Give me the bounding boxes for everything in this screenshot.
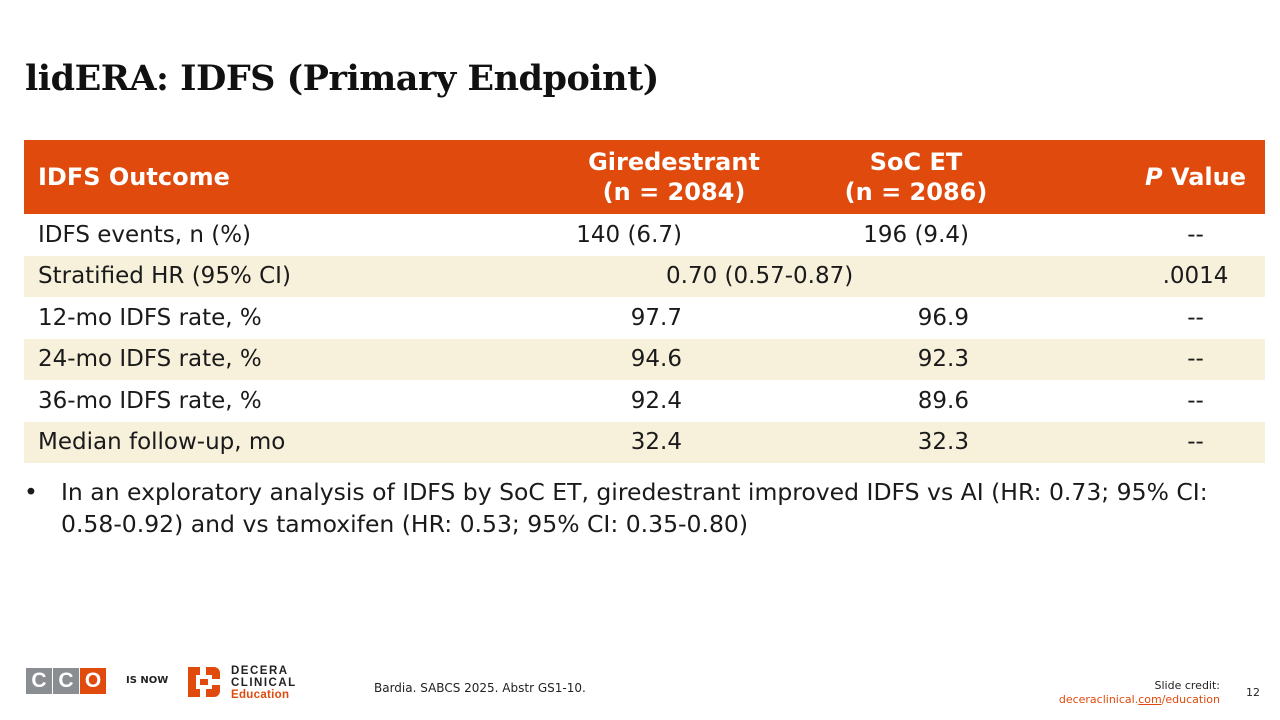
giredestrant-value: 97.7 [630, 304, 682, 331]
p-value: -- [1187, 304, 1204, 331]
header-soc-et-n: (n = 2086) [844, 178, 988, 206]
cco-letter: O [80, 668, 106, 694]
soc-et-value: 96.9 [917, 304, 969, 331]
row-label: IDFS events, n (%) [38, 221, 252, 248]
row-label: 24-mo IDFS rate, % [38, 346, 262, 373]
credit-link-part[interactable]: /education [1161, 693, 1220, 706]
header-giredestrant: Giredestrant (n = 2084) [492, 140, 766, 214]
header-p-rest: Value [1162, 163, 1246, 191]
header-idfs-outcome: IDFS Outcome [38, 163, 230, 191]
table-row: IDFS events, n (%) 140 (6.7) 196 (9.4) -… [24, 214, 1265, 256]
decera-logo-icon [188, 667, 220, 697]
giredestrant-value: 92.4 [630, 387, 682, 414]
citation: Bardia. SABCS 2025. Abstr GS1-10. [374, 681, 586, 695]
giredestrant-value: 94.6 [630, 346, 682, 373]
header-soc-et-name: SoC ET [869, 148, 963, 176]
table-row: Stratified HR (95% CI) 0.70 (0.57-0.87) … [24, 255, 1265, 297]
slide-credit-link[interactable]: deceraclinical.com/education [1059, 693, 1220, 707]
soc-et-value: 92.3 [917, 346, 969, 373]
stratified-hr-value: 0.70 (0.57-0.87) [666, 263, 854, 290]
table-row: 36-mo IDFS rate, % 92.4 89.6 -- [24, 380, 1265, 422]
header-p-value: P Value [1066, 140, 1265, 214]
row-label: 36-mo IDFS rate, % [38, 387, 262, 414]
row-label: Median follow-up, mo [38, 429, 286, 456]
bullet-text: In an exploratory analysis of IDFS by So… [61, 478, 1208, 538]
giredestrant-value: 140 (6.7) [576, 221, 682, 248]
soc-et-value: 32.3 [917, 429, 969, 456]
decera-line-1: DECERA [231, 665, 289, 677]
exploratory-analysis-bullet: • In an exploratory analysis of IDFS by … [24, 476, 1224, 540]
p-value: -- [1187, 429, 1204, 456]
is-now-label: IS NOW [126, 675, 169, 686]
row-label: 12-mo IDFS rate, % [38, 304, 262, 331]
table-row: 12-mo IDFS rate, % 97.7 96.9 -- [24, 297, 1265, 339]
table-row: 24-mo IDFS rate, % 94.6 92.3 -- [24, 338, 1265, 380]
table-row: Median follow-up, mo 32.4 32.3 -- [24, 421, 1265, 463]
row-label: Stratified HR (95% CI) [38, 263, 291, 290]
decera-wordmark: DECERA CLINICAL Education [231, 665, 297, 701]
cco-letter: C [26, 668, 52, 694]
slide-credit-label: Slide credit: [1154, 679, 1221, 692]
page-number: 12 [1246, 686, 1260, 699]
p-value: .0014 [1162, 263, 1229, 290]
bullet-marker: • [24, 478, 38, 506]
giredestrant-value: 32.4 [630, 429, 682, 456]
header-soc-et: SoC ET (n = 2086) [766, 140, 1066, 214]
slide-title: lidERA: IDFS (Primary Endpoint) [25, 58, 659, 99]
header-giredestrant-name: Giredestrant [588, 148, 760, 176]
decera-line-2: CLINICAL [231, 677, 297, 689]
p-value: -- [1187, 387, 1204, 414]
p-value: -- [1187, 346, 1204, 373]
table-header-row: IDFS Outcome Giredestrant (n = 2084) SoC… [24, 140, 1265, 214]
idfs-outcomes-table: IDFS Outcome Giredestrant (n = 2084) SoC… [24, 140, 1265, 463]
header-p-italic: P [1145, 163, 1163, 191]
p-value: -- [1187, 221, 1204, 248]
credit-link-part[interactable]: deceraclinical. [1058, 693, 1139, 706]
slide-credit: Slide credit: deceraclinical.com/educati… [1059, 679, 1220, 707]
header-giredestrant-n: (n = 2084) [602, 178, 746, 206]
cco-logo: C C O [26, 668, 107, 694]
soc-et-value: 196 (9.4) [863, 221, 969, 248]
cco-letter: C [53, 668, 79, 694]
decera-line-3: Education [231, 689, 290, 701]
credit-link-part[interactable]: com [1138, 693, 1162, 706]
soc-et-value: 89.6 [917, 387, 969, 414]
